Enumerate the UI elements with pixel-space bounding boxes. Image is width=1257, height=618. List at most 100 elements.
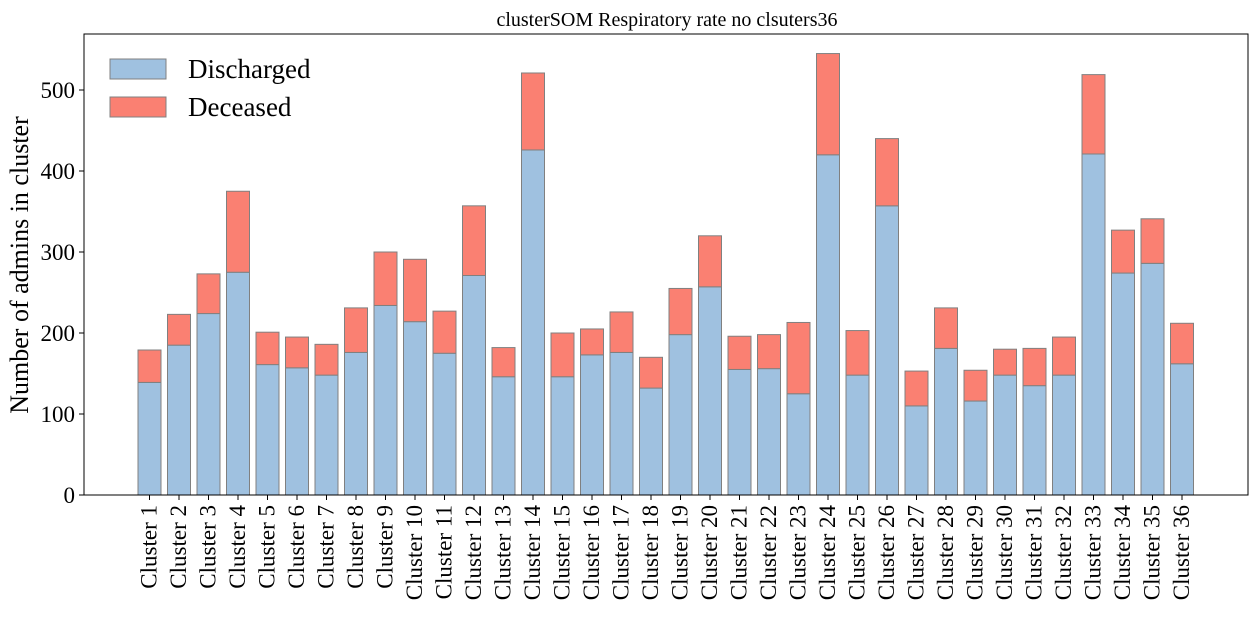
x-tick-label: Cluster 22 <box>756 505 781 600</box>
bar-discharged-34 <box>1111 272 1135 496</box>
bar-discharged-7 <box>314 374 339 496</box>
x-tick-label: Cluster 30 <box>992 505 1017 600</box>
bar-discharged-32 <box>1052 374 1076 496</box>
bar-deceased-12 <box>462 205 486 276</box>
legend: Discharged Deceased <box>109 54 311 122</box>
bar-deceased-34 <box>1111 229 1135 274</box>
bar-discharged-4 <box>226 271 250 496</box>
x-tick-label: Cluster 29 <box>963 505 988 600</box>
x-tick-label: Cluster 16 <box>579 505 604 600</box>
x-tick-label: Cluster 10 <box>402 505 427 600</box>
bar-deceased-22 <box>757 334 781 370</box>
bar-deceased-14 <box>521 72 545 151</box>
x-tick-label: Cluster 21 <box>727 505 752 600</box>
bar-deceased-18 <box>639 356 663 389</box>
bar-discharged-35 <box>1140 262 1165 496</box>
y-tick-label: 100 <box>41 402 76 427</box>
x-axis: Cluster 1 Cluster 2 Cluster 3 Cluster 4 Clus… <box>137 495 1194 601</box>
bar-discharged-27 <box>904 405 929 496</box>
bar-deceased-32 <box>1052 336 1076 376</box>
bar-discharged-6 <box>285 367 309 496</box>
bar-deceased-2 <box>167 313 191 346</box>
bar-discharged-36 <box>1170 363 1194 496</box>
bar-deceased-9 <box>373 251 398 306</box>
bar-deceased-23 <box>786 321 811 395</box>
x-tick-label: Cluster 35 <box>1140 505 1165 600</box>
bar-deceased-5 <box>255 331 280 366</box>
y-tick-label: 300 <box>41 240 76 265</box>
chart-title: clusterSOM Respiratory rate no clsuters3… <box>496 9 837 31</box>
x-tick-label: Cluster 9 <box>373 505 398 589</box>
x-tick-label: Cluster 6 <box>284 505 309 589</box>
bar-deceased-30 <box>993 348 1017 376</box>
bar-deceased-6 <box>285 336 309 369</box>
bar-deceased-8 <box>344 307 368 353</box>
x-tick-label: Cluster 12 <box>461 505 486 600</box>
bar-discharged-28 <box>934 347 958 496</box>
bar-discharged-16 <box>580 354 604 496</box>
legend-label-discharged: Discharged <box>188 54 311 84</box>
bar-deceased-29 <box>963 369 988 402</box>
x-tick-label: Cluster 28 <box>933 505 958 600</box>
bar-deceased-11 <box>432 310 457 354</box>
legend-swatch-deceased <box>109 96 167 118</box>
bar-deceased-31 <box>1022 347 1047 387</box>
bar-discharged-3 <box>196 313 221 496</box>
bars-group <box>137 53 1194 496</box>
y-axis: 0 100 200 300 400 500 <box>41 78 84 508</box>
bar-discharged-10 <box>403 321 427 496</box>
bar-deceased-17 <box>609 311 634 353</box>
x-tick-label: Cluster 1 <box>137 505 162 589</box>
bar-discharged-30 <box>993 374 1017 496</box>
bar-discharged-1 <box>137 381 162 496</box>
x-tick-label: Cluster 25 <box>845 505 870 600</box>
bar-deceased-28 <box>934 307 958 349</box>
x-tick-label: Cluster 18 <box>638 505 663 600</box>
x-tick-label: Cluster 19 <box>668 505 693 600</box>
bar-deceased-16 <box>580 328 604 356</box>
y-tick-label: 500 <box>41 78 76 103</box>
x-tick-label: Cluster 27 <box>904 505 929 600</box>
x-tick-label: Cluster 11 <box>432 505 457 599</box>
bar-deceased-7 <box>314 343 339 376</box>
bar-discharged-12 <box>462 274 486 496</box>
x-tick-label: Cluster 5 <box>255 505 280 589</box>
bar-deceased-13 <box>491 347 516 378</box>
legend-label-deceased: Deceased <box>188 92 292 122</box>
x-tick-label: Cluster 33 <box>1081 505 1106 600</box>
bar-deceased-15 <box>550 332 575 378</box>
bar-discharged-15 <box>550 376 575 496</box>
x-tick-label: Cluster 14 <box>520 505 545 601</box>
bar-discharged-5 <box>255 364 280 496</box>
x-tick-label: Cluster 24 <box>815 505 840 601</box>
bar-deceased-26 <box>875 138 899 207</box>
bar-discharged-25 <box>845 374 870 496</box>
bar-discharged-19 <box>668 334 693 496</box>
x-tick-label: Cluster 20 <box>697 505 722 600</box>
bar-deceased-35 <box>1140 218 1165 264</box>
x-tick-label: Cluster 26 <box>874 505 899 600</box>
bar-discharged-9 <box>373 304 398 496</box>
x-tick-label: Cluster 32 <box>1051 505 1076 600</box>
x-tick-label: Cluster 23 <box>786 505 811 600</box>
x-tick-label: Cluster 4 <box>225 505 250 589</box>
x-tick-label: Cluster 34 <box>1110 505 1135 601</box>
bar-deceased-36 <box>1170 322 1194 365</box>
y-axis-label: Number of admins in cluster <box>5 116 34 414</box>
bar-deceased-4 <box>226 190 250 273</box>
bar-discharged-26 <box>875 205 899 496</box>
bar-discharged-23 <box>786 393 811 496</box>
x-tick-label: Cluster 36 <box>1169 505 1194 600</box>
y-tick-label: 200 <box>41 321 76 346</box>
bar-discharged-20 <box>698 286 722 496</box>
x-tick-label: Cluster 17 <box>609 505 634 600</box>
x-tick-label: Cluster 31 <box>1022 505 1047 600</box>
bar-discharged-2 <box>167 344 191 496</box>
bar-deceased-21 <box>727 335 752 370</box>
bar-deceased-25 <box>845 330 870 376</box>
bar-deceased-27 <box>904 370 929 407</box>
x-tick-label: Cluster 8 <box>343 505 368 589</box>
bar-deceased-20 <box>698 235 722 288</box>
bar-discharged-11 <box>432 352 457 496</box>
